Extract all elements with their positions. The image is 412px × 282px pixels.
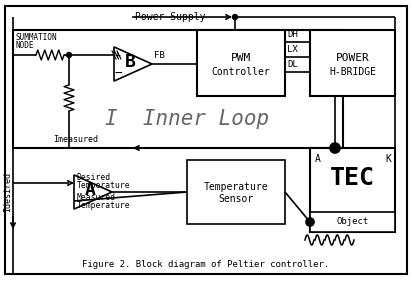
Text: −: − bbox=[114, 67, 122, 80]
Text: NODE: NODE bbox=[16, 41, 35, 50]
Text: H-BRIDGE: H-BRIDGE bbox=[329, 67, 376, 77]
Text: FB: FB bbox=[154, 51, 165, 60]
Text: Measured: Measured bbox=[77, 193, 116, 202]
Bar bbox=[187, 160, 285, 224]
Bar bbox=[310, 212, 395, 232]
Polygon shape bbox=[114, 47, 152, 81]
Text: DH: DH bbox=[287, 30, 298, 39]
Circle shape bbox=[232, 14, 237, 19]
Text: PWM: PWM bbox=[231, 53, 251, 63]
Circle shape bbox=[306, 218, 314, 226]
Text: Idesired: Idesired bbox=[3, 172, 12, 212]
Text: A: A bbox=[84, 181, 96, 199]
Text: I  Inner Loop: I Inner Loop bbox=[105, 109, 269, 129]
Text: TEC: TEC bbox=[330, 166, 375, 190]
Text: Temperature: Temperature bbox=[77, 202, 131, 210]
Text: DL: DL bbox=[287, 60, 298, 69]
Text: LX: LX bbox=[287, 45, 298, 54]
Text: Temperature: Temperature bbox=[77, 182, 131, 191]
Bar bbox=[310, 148, 395, 232]
Circle shape bbox=[330, 143, 340, 153]
Text: POWER: POWER bbox=[336, 53, 370, 63]
Text: Temperature: Temperature bbox=[204, 182, 268, 192]
Text: B: B bbox=[124, 53, 136, 71]
Text: Controller: Controller bbox=[212, 67, 270, 77]
Polygon shape bbox=[74, 175, 112, 209]
Text: Desired: Desired bbox=[77, 173, 111, 182]
Circle shape bbox=[66, 52, 72, 58]
Text: Object: Object bbox=[336, 217, 369, 226]
Text: +: + bbox=[115, 50, 121, 60]
Text: K: K bbox=[385, 154, 391, 164]
Text: Figure 2. Block diagram of Peltier controller.: Figure 2. Block diagram of Peltier contr… bbox=[82, 260, 330, 269]
Text: SUMMATION: SUMMATION bbox=[16, 32, 58, 41]
Text: Power Supply: Power Supply bbox=[135, 12, 206, 22]
Bar bbox=[197, 30, 285, 96]
Text: Imeasured: Imeasured bbox=[53, 135, 98, 144]
Bar bbox=[310, 30, 395, 96]
Text: A: A bbox=[315, 154, 321, 164]
Bar bbox=[13, 30, 343, 148]
Text: Sensor: Sensor bbox=[218, 194, 254, 204]
